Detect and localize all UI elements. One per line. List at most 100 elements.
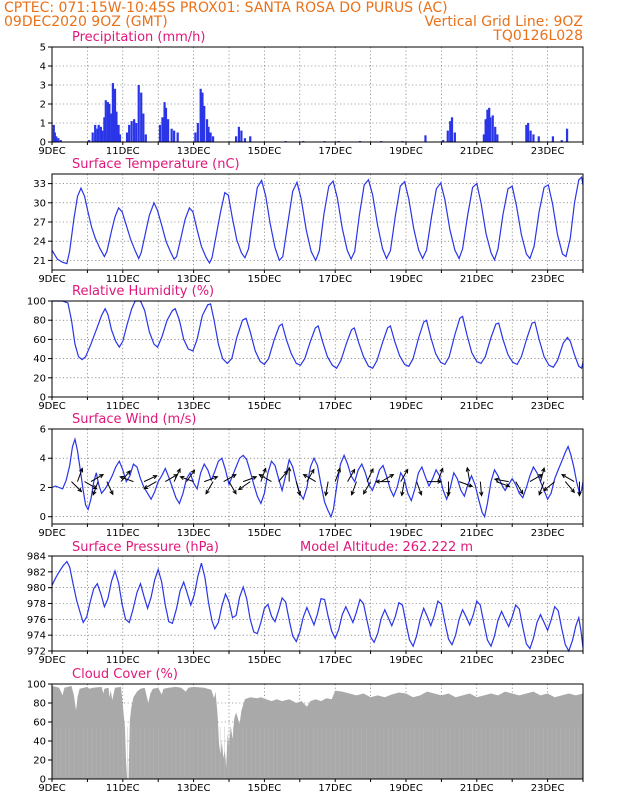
precip-bar bbox=[194, 132, 197, 142]
pres-ytick-label: 982 bbox=[27, 567, 46, 578]
wind-arrow bbox=[466, 467, 471, 482]
precip-xtick-label: 17DEC bbox=[318, 146, 352, 157]
wind-arrow-head bbox=[231, 474, 237, 479]
wind-arrow bbox=[540, 467, 545, 482]
precip-bar bbox=[176, 132, 179, 142]
wind-xtick-label: 19DEC bbox=[389, 528, 423, 539]
cloud-ytick-label: 60 bbox=[33, 718, 46, 729]
precip-bar bbox=[486, 109, 489, 142]
wind-line bbox=[51, 436, 584, 519]
precip-bar bbox=[137, 85, 140, 142]
wind-arrow-head bbox=[336, 467, 341, 473]
wind-arrow bbox=[77, 468, 83, 482]
precip-bar bbox=[55, 136, 58, 142]
pres-xtick-label: 23DEC bbox=[531, 655, 565, 666]
wind-arrow bbox=[90, 474, 104, 483]
precip-bar bbox=[167, 119, 170, 142]
wind-arrow-head bbox=[252, 475, 258, 481]
wind-arrow-head bbox=[152, 475, 158, 480]
temp-xtick-label: 19DEC bbox=[389, 274, 423, 285]
wind-arrow bbox=[561, 474, 575, 483]
precip-bar bbox=[101, 130, 104, 142]
temp-xtick-label: 13DEC bbox=[177, 274, 211, 285]
wind-arrow-head bbox=[493, 477, 499, 482]
wind-arrow bbox=[228, 481, 237, 494]
precip-bar bbox=[88, 140, 91, 142]
temp-line bbox=[51, 176, 584, 265]
precip-xtick-label: 11DEC bbox=[106, 146, 140, 157]
temp-panel: 21 24 27 30 33 9DEC 11DEC 13DEC 15DEC 17DEC 19DEC 2… bbox=[33, 173, 584, 285]
wind-ytick-label: 4 bbox=[40, 454, 46, 465]
precip-bar bbox=[59, 140, 62, 142]
wind-arrow bbox=[380, 474, 394, 483]
wind-xtick-label: 15DEC bbox=[248, 528, 282, 539]
pres-ytick-label: 980 bbox=[27, 583, 46, 594]
wind-xtick-label: 11DEC bbox=[106, 528, 140, 539]
pres-xtick-label: 13DEC bbox=[177, 655, 211, 666]
wind-arrow-head bbox=[439, 467, 444, 473]
wind-arrow bbox=[363, 481, 372, 494]
pres-xtick-label: 15DEC bbox=[248, 655, 282, 666]
wind-arrow-head bbox=[176, 467, 181, 473]
temp-ytick-label: 21 bbox=[33, 256, 46, 267]
rh-xtick-label: 19DEC bbox=[389, 401, 423, 412]
precip-bar bbox=[205, 119, 209, 142]
wind-arrow bbox=[400, 469, 409, 482]
wind-arrow-head bbox=[119, 475, 125, 481]
wind-arrow-head bbox=[232, 489, 237, 495]
pres-ytick-label: 976 bbox=[27, 615, 46, 626]
wind-arrow-head bbox=[363, 489, 368, 495]
wind-arrow-head bbox=[468, 483, 474, 488]
wind-arrow-head bbox=[374, 479, 380, 484]
rh-ytick-label: 60 bbox=[33, 335, 46, 346]
plot-panels: 0 1 2 3 4 5 9DEC 11DEC 13DEC 15DEC 17DEC 19DEC 21DEC… bbox=[27, 43, 584, 794]
wind-arrow bbox=[242, 476, 257, 483]
wind-arrow bbox=[173, 468, 181, 482]
precip-bar bbox=[529, 130, 532, 142]
wind-arrow-head bbox=[302, 474, 308, 479]
precip-ytick-label: 2 bbox=[40, 100, 46, 111]
cloud-ytick-label: 20 bbox=[33, 756, 46, 767]
cloud-xtick-label: 15DEC bbox=[248, 783, 282, 794]
rh-line bbox=[52, 300, 584, 370]
precip-bar bbox=[133, 119, 136, 142]
precip-ytick-label: 3 bbox=[40, 81, 46, 92]
precip-xtick-label: 21DEC bbox=[460, 146, 494, 157]
pres-ytick-label: 972 bbox=[27, 647, 46, 658]
rh-xtick-label: 11DEC bbox=[106, 401, 140, 412]
rh-frame bbox=[51, 300, 584, 398]
wind-arrow bbox=[205, 481, 214, 494]
pres-panel: 972 974 976 978 980 982 984 9DEC 11DEC 13DEC 15DEC… bbox=[27, 552, 584, 666]
cloud-panel: 0 20 40 60 80 100 9DEC 11DEC 13DEC 15DEC 17DEC 19DE… bbox=[27, 680, 584, 794]
wind-arrow bbox=[106, 481, 114, 495]
precip-bar bbox=[128, 124, 131, 142]
wind-arrow-head bbox=[262, 467, 267, 473]
precip-bar bbox=[249, 136, 252, 142]
wind-xtick-label: 23DEC bbox=[531, 528, 565, 539]
precip-bar bbox=[424, 135, 427, 142]
precip-bar bbox=[57, 138, 60, 142]
wind-arrow-head bbox=[126, 470, 131, 475]
rh-xtick-label: 21DEC bbox=[460, 401, 494, 412]
rh-panel: 0 20 40 60 80 100 9DEC 11DEC 13DEC 15DEC 17DEC 19DE… bbox=[27, 297, 584, 412]
wind-arrow bbox=[564, 481, 575, 493]
wind-arrow bbox=[223, 474, 237, 483]
precip-bar bbox=[104, 100, 107, 142]
wind-arrow bbox=[144, 481, 157, 490]
wind-frame bbox=[51, 428, 584, 525]
temp-xtick-label: 15DEC bbox=[248, 274, 282, 285]
precip-bar bbox=[243, 138, 247, 142]
rh-ytick-label: 0 bbox=[40, 393, 46, 404]
precip-panel: 0 1 2 3 4 5 9DEC 11DEC 13DEC 15DEC 17DEC 19DEC 21DEC… bbox=[38, 43, 584, 157]
wind-arrow bbox=[334, 468, 341, 482]
rh-ytick-label: 20 bbox=[33, 373, 46, 384]
precip-bar bbox=[135, 123, 138, 142]
cloud-ytick-label: 80 bbox=[33, 699, 46, 710]
precip-bar bbox=[99, 126, 102, 142]
wind-arrow-head bbox=[92, 490, 97, 496]
precip-bar bbox=[53, 132, 56, 142]
wind-arrow-head bbox=[286, 466, 292, 472]
wind-arrow bbox=[401, 481, 405, 496]
rh-ytick-label: 80 bbox=[33, 316, 46, 327]
precip-bar bbox=[163, 102, 166, 142]
